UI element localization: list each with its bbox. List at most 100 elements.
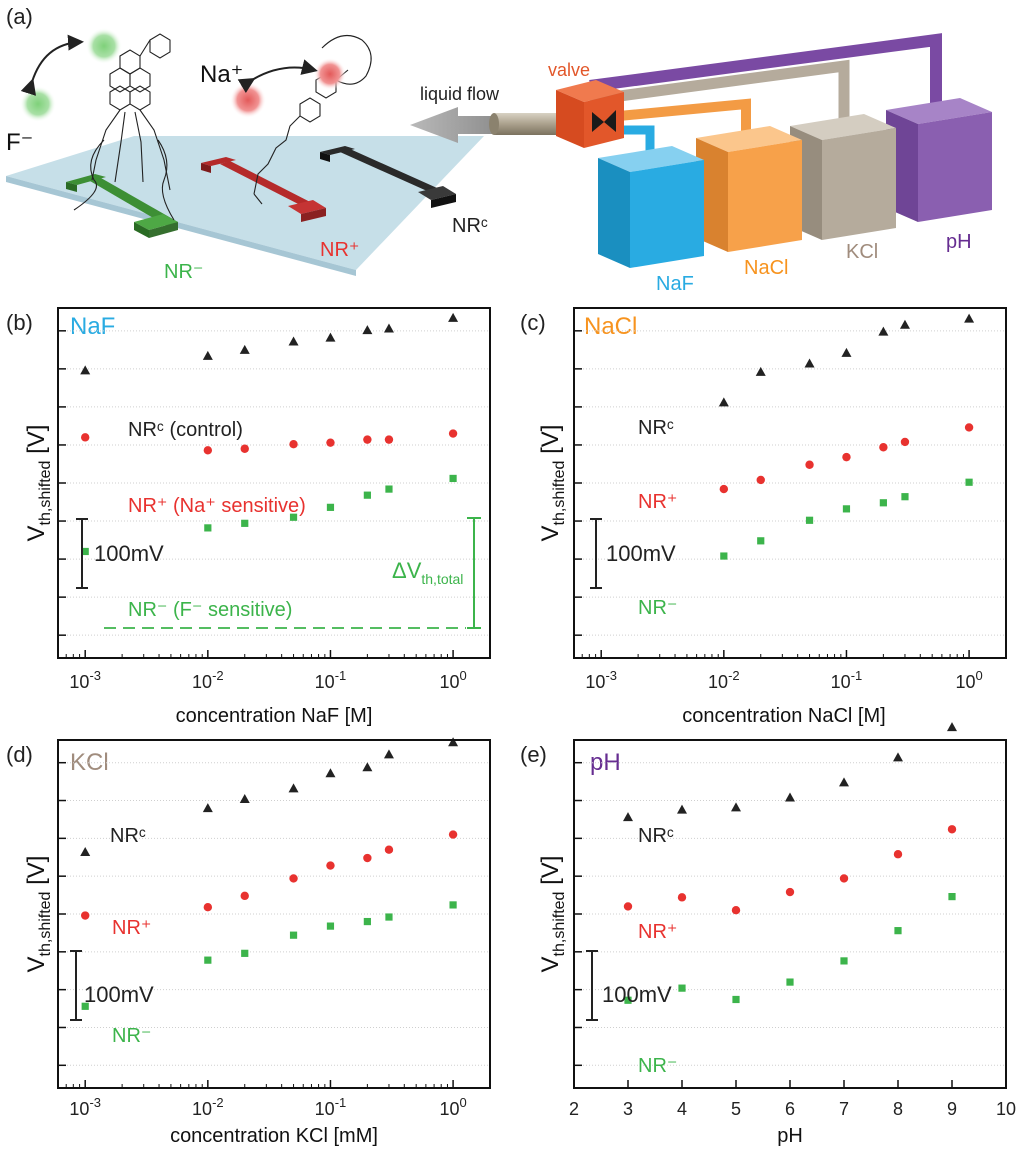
data-point-triangle <box>80 365 91 375</box>
panel-d-ylabel: Vth,shifted [V] <box>23 856 54 973</box>
panel-d-frame <box>57 739 491 1089</box>
arrow-na-binding <box>237 59 318 94</box>
data-point-square <box>678 984 686 992</box>
data-point-circle <box>289 874 298 883</box>
data-point-circle <box>879 443 888 452</box>
data-point-circle <box>731 906 741 915</box>
data-point-triangle <box>239 794 250 804</box>
x-tick-label: 7 <box>839 1099 849 1119</box>
data-point-square <box>449 901 457 909</box>
data-point-triangle <box>899 319 910 329</box>
data-point-triangle <box>878 326 889 336</box>
data-point-triangle <box>804 358 815 368</box>
panel-b-delta-bar <box>467 517 481 629</box>
panel-e-label-nrc: NRᶜ <box>638 825 674 847</box>
data-point-triangle <box>964 313 975 323</box>
x-tick-label: 5 <box>731 1099 741 1119</box>
data-point-circle <box>240 444 249 453</box>
data-point-square <box>840 957 848 965</box>
data-point-triangle <box>383 323 394 333</box>
data-point-square <box>204 524 212 532</box>
data-point-circle <box>893 850 903 859</box>
data-point-triangle <box>288 783 299 793</box>
data-point-triangle <box>362 762 373 772</box>
data-point-circle <box>805 460 814 469</box>
data-point-square <box>720 552 728 560</box>
nr-minus-ribbon <box>66 174 178 238</box>
data-point-square <box>81 547 89 556</box>
data-point-circle <box>900 437 910 447</box>
data-point-triangle <box>325 332 336 342</box>
data-point-square <box>732 995 740 1004</box>
panel-label-a: (a) <box>6 4 33 29</box>
data-point-square <box>894 927 902 935</box>
label-nr-plus: NR⁺ <box>320 239 359 261</box>
x-tick-label: 10-1 <box>315 668 347 692</box>
data-point-square <box>449 474 457 483</box>
panel-c-grid <box>574 330 1006 636</box>
data-point-circle <box>384 435 394 444</box>
panel-b-label-nrminus: NR⁻ (F⁻ sensitive) <box>128 599 292 621</box>
data-point-circle <box>964 423 974 432</box>
data-point-circle <box>839 874 849 883</box>
data-point-circle <box>203 902 213 912</box>
data-point-circle <box>384 845 394 854</box>
data-point-triangle <box>239 344 250 354</box>
data-point-circle <box>677 893 687 902</box>
panel-d-marks <box>80 737 459 1010</box>
x-tick-label: 4 <box>677 1099 687 1119</box>
data-point-square <box>363 917 371 926</box>
reservoir-naf <box>598 146 704 268</box>
data-point-triangle <box>325 768 336 778</box>
panel-c-title: NaCl <box>584 313 637 340</box>
data-point-triangle <box>731 802 741 812</box>
arrow-f-binding <box>20 34 84 96</box>
panel-label-b: (b) <box>6 310 33 335</box>
panel-d-label-nrminus: NR⁻ <box>112 1025 151 1047</box>
panel-d-title: KCl <box>70 749 109 776</box>
data-point-triangle <box>718 397 729 407</box>
x-tick-label: 10-2 <box>192 1095 224 1119</box>
label-nr-minus: NR⁻ <box>164 261 203 283</box>
panel-c-label-nrminus: NR⁻ <box>638 597 677 619</box>
x-tick-label: 2 <box>569 1099 579 1119</box>
data-point-circle <box>326 438 335 447</box>
reservoir-nacl <box>696 126 802 252</box>
data-point-circle <box>289 439 298 449</box>
data-point-triangle <box>448 312 459 322</box>
data-point-triangle <box>947 722 957 732</box>
panel-label-d: (d) <box>6 742 33 767</box>
data-point-triangle <box>202 350 213 360</box>
data-point-triangle <box>893 752 903 762</box>
panel-c-label-nrc: NRᶜ <box>638 417 674 439</box>
x-tick-label: 10-3 <box>69 668 101 692</box>
data-point-square <box>948 893 956 901</box>
data-point-square <box>289 513 298 521</box>
data-point-square <box>326 503 335 511</box>
data-point-square <box>385 913 393 921</box>
data-point-circle <box>448 830 458 839</box>
data-point-circle <box>448 429 458 438</box>
x-tick-label: 9 <box>947 1099 957 1119</box>
data-point-circle <box>326 861 335 870</box>
x-tick-label: 10 <box>996 1099 1016 1119</box>
data-point-triangle <box>362 325 373 335</box>
label-reservoir-kcl: KCl <box>846 241 878 263</box>
data-point-circle <box>81 433 90 442</box>
data-point-square <box>965 478 973 486</box>
data-point-triangle <box>383 749 394 759</box>
data-point-square <box>757 537 765 545</box>
panel-e-marks <box>623 722 957 1004</box>
x-tick-label: 10-3 <box>69 1095 101 1119</box>
panel-e-label-nrminus: NR⁻ <box>638 1055 677 1077</box>
data-point-triangle <box>623 812 633 822</box>
data-point-square <box>326 922 335 930</box>
panel-c-frame <box>573 307 1007 659</box>
data-point-circle <box>203 446 213 455</box>
data-point-square <box>241 519 249 527</box>
data-point-circle <box>81 911 90 920</box>
panel-b-title: NaF <box>70 313 115 340</box>
data-point-square <box>901 493 909 501</box>
panel-e-grid <box>574 762 1006 1066</box>
label-reservoir-ph: pH <box>946 231 972 253</box>
